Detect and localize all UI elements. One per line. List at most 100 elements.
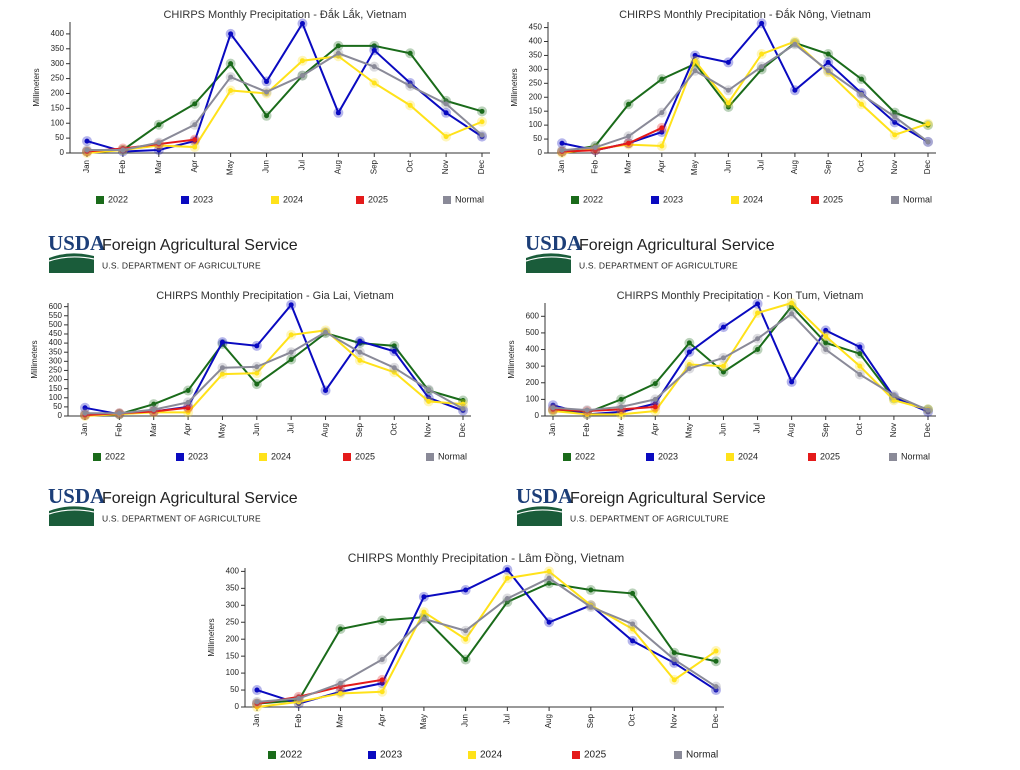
data-point bbox=[590, 142, 601, 153]
logo-agency: Foreign Agricultural Service bbox=[579, 237, 775, 254]
x-tick-label: Jan bbox=[557, 160, 566, 173]
logo-mark: USDA bbox=[48, 484, 106, 508]
y-tick-label: 300 bbox=[529, 64, 543, 73]
legend-swatch bbox=[646, 453, 654, 461]
x-tick-label: Feb bbox=[114, 422, 123, 436]
x-tick-label: Jun bbox=[461, 714, 470, 727]
y-tick-label: 50 bbox=[53, 402, 62, 411]
data-point bbox=[477, 116, 487, 127]
data-point bbox=[320, 385, 331, 396]
data-point bbox=[718, 366, 729, 377]
legend-label: Normal bbox=[901, 451, 930, 461]
data-point bbox=[320, 327, 331, 338]
x-tick-label: Aug bbox=[787, 423, 796, 437]
data-point bbox=[225, 72, 236, 83]
legend-label: 2023 bbox=[380, 750, 403, 761]
data-point bbox=[335, 678, 346, 689]
x-tick-label: Aug bbox=[321, 423, 330, 437]
x-tick-label: Apr bbox=[190, 160, 199, 173]
legend-swatch bbox=[176, 453, 184, 461]
series-line bbox=[84, 329, 464, 417]
data-point bbox=[557, 138, 567, 149]
data-point bbox=[405, 100, 416, 111]
y-tick-label: 400 bbox=[226, 566, 240, 575]
data-point bbox=[923, 136, 933, 147]
x-tick-label: Jul bbox=[286, 423, 295, 433]
x-tick-label: Nov bbox=[424, 423, 433, 437]
y-tick-label: 400 bbox=[529, 37, 543, 46]
logo-department: U.S. DEPARTMENT OF AGRICULTURE bbox=[102, 513, 261, 523]
data-point bbox=[820, 337, 831, 348]
data-point bbox=[217, 362, 228, 373]
x-tick-label: Apr bbox=[377, 714, 386, 727]
series-line bbox=[552, 301, 929, 416]
data-point bbox=[251, 379, 262, 390]
data-point bbox=[823, 65, 834, 76]
data-point bbox=[823, 57, 834, 68]
data-point bbox=[756, 49, 767, 60]
legend-swatch bbox=[651, 196, 659, 204]
data-point bbox=[117, 145, 128, 156]
data-point bbox=[752, 333, 763, 344]
series-line bbox=[561, 41, 929, 153]
x-tick-label: Sep bbox=[821, 422, 830, 437]
data-point bbox=[377, 654, 388, 665]
y-tick-label: 200 bbox=[49, 375, 63, 384]
data-point bbox=[418, 613, 429, 624]
legend-label: Normal bbox=[903, 194, 932, 204]
series-line bbox=[256, 582, 717, 705]
x-tick-label: Jun bbox=[252, 423, 261, 436]
legend-swatch bbox=[726, 453, 734, 461]
legend-swatch bbox=[808, 453, 816, 461]
legend-label: 2022 bbox=[280, 750, 303, 761]
series-line bbox=[87, 52, 483, 152]
y-tick-label: 500 bbox=[49, 320, 63, 329]
legend-swatch bbox=[343, 453, 351, 461]
data-point bbox=[458, 403, 468, 414]
legend-swatch bbox=[674, 751, 682, 759]
series-line bbox=[561, 40, 929, 154]
data-point bbox=[854, 342, 865, 353]
data-point bbox=[718, 322, 729, 333]
x-tick-label: May bbox=[419, 714, 428, 729]
y-tick-label: 450 bbox=[49, 329, 63, 338]
data-point bbox=[627, 635, 638, 646]
data-point bbox=[80, 408, 90, 419]
data-point bbox=[711, 681, 721, 692]
data-point bbox=[820, 325, 831, 336]
data-point bbox=[789, 39, 800, 50]
x-tick-label: Feb bbox=[582, 422, 591, 436]
x-tick-label: Dec bbox=[458, 423, 467, 437]
data-point bbox=[650, 378, 661, 389]
y-axis-label: Millimeters bbox=[32, 68, 41, 106]
data-point bbox=[441, 98, 452, 109]
x-tick-label: Nov bbox=[890, 160, 899, 174]
x-tick-label: Apr bbox=[650, 423, 659, 436]
data-point bbox=[261, 86, 272, 97]
x-tick-label: Nov bbox=[669, 714, 678, 728]
y-tick-label: 250 bbox=[51, 74, 65, 83]
legend-label: Normal bbox=[686, 750, 718, 761]
data-point bbox=[251, 340, 262, 351]
legend-label: 2024 bbox=[743, 194, 763, 204]
data-point bbox=[616, 401, 627, 412]
data-point bbox=[627, 588, 638, 599]
data-point bbox=[502, 573, 513, 584]
y-tick-label: 50 bbox=[230, 685, 239, 694]
x-tick-label: Aug bbox=[790, 160, 799, 174]
x-tick-label: Jun bbox=[262, 160, 271, 173]
data-point bbox=[418, 607, 429, 618]
series-line bbox=[84, 331, 464, 417]
data-point bbox=[723, 85, 734, 96]
data-point bbox=[217, 369, 228, 380]
data-point bbox=[389, 340, 400, 351]
y-tick-label: 300 bbox=[526, 361, 540, 370]
data-point bbox=[333, 48, 344, 59]
x-tick-label: Sep bbox=[355, 422, 364, 437]
logo-mark: USDA bbox=[516, 484, 574, 508]
data-point bbox=[856, 99, 867, 110]
x-tick-label: Jul bbox=[757, 160, 766, 170]
chart: CHIRPS Monthly Precipitation - Đắk Lắk, … bbox=[32, 8, 490, 204]
data-point bbox=[856, 89, 867, 100]
